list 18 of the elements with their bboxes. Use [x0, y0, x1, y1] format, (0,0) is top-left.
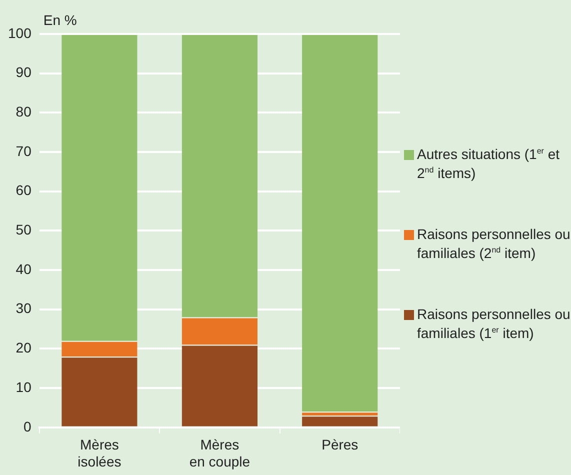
y-tick-label: 30 [16, 300, 32, 316]
x-tick-label: Pères [322, 436, 358, 453]
y-tick-label: 80 [16, 104, 32, 120]
y-tick-label: 60 [16, 182, 32, 198]
y-tick-label: 40 [16, 260, 32, 277]
legend-label: Raisons personnelles ou familiales (2$^{nd}$ item) [417, 225, 571, 263]
y-tick-label: 90 [16, 64, 32, 80]
y-tick-label: 100 [8, 24, 32, 41]
y-tick-label: 50 [16, 222, 32, 238]
y-tick-label: 10 [16, 378, 32, 395]
y-tick-label: 20 [16, 340, 32, 356]
text: Autres situations (1$^{er}$ et 2$^{nd}$ items) [417, 146, 560, 181]
x-tick-label: Mères en couple [189, 436, 250, 470]
x-tick-label: Mères isolées [78, 436, 122, 470]
y-tick-label: 0 [24, 418, 32, 434]
y-axis-title: En % [43, 12, 77, 28]
y-tick-label: 70 [16, 142, 32, 159]
legend-label: Raisons personnelles ou familiales (1$^{er}$ item) [417, 305, 571, 343]
